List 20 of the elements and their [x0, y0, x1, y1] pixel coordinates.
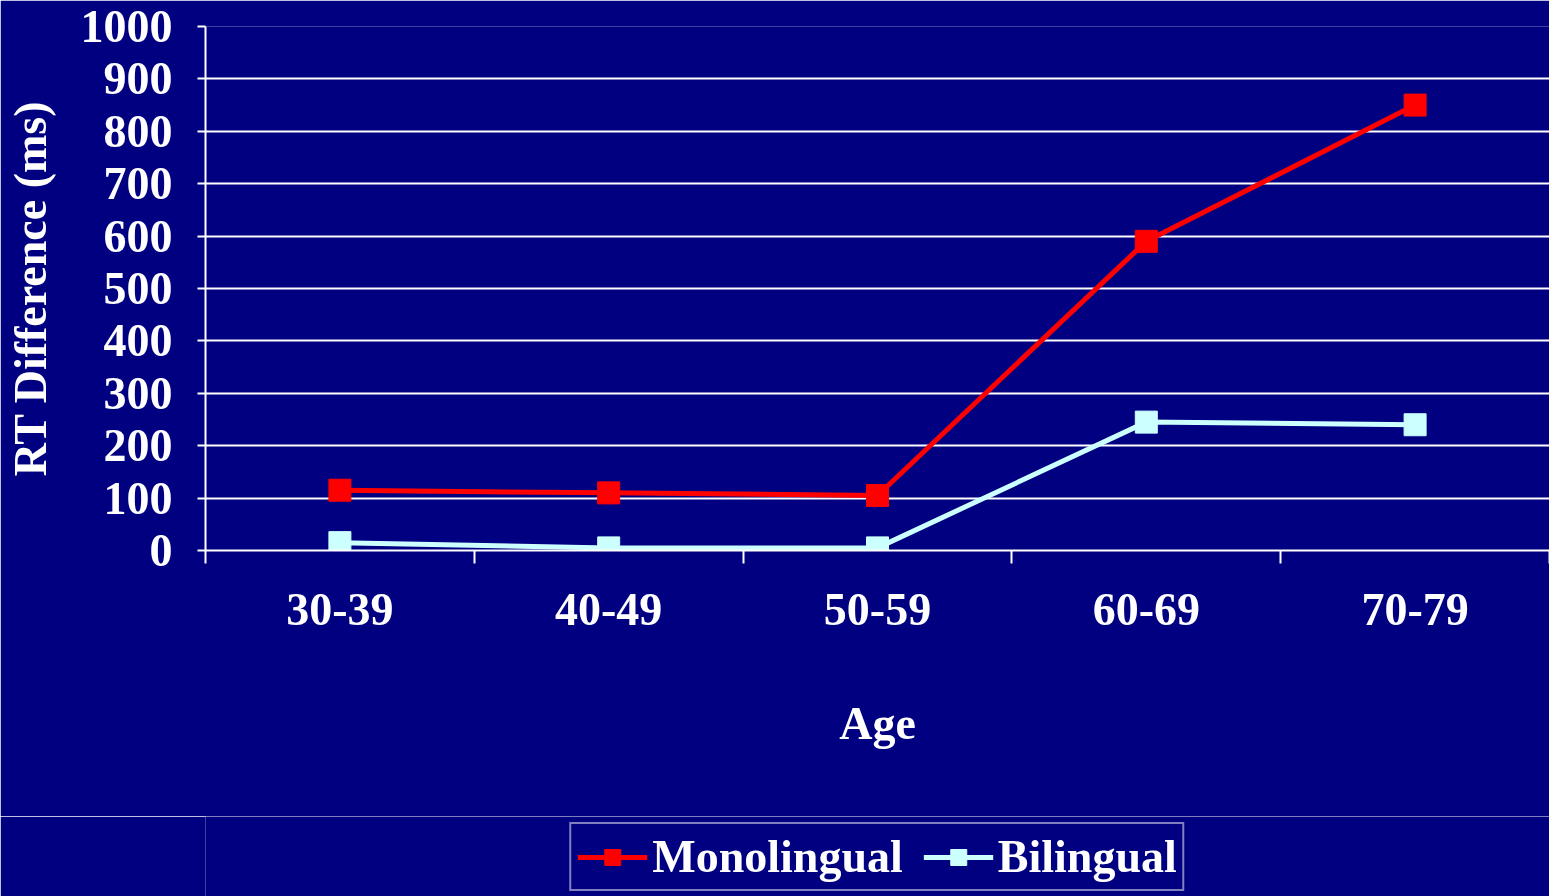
y-tick-label: 900 — [103, 53, 173, 105]
y-tick-label: 100 — [103, 472, 173, 524]
y-tick-label: 300 — [103, 367, 173, 419]
x-tick-label: 40-49 — [555, 583, 663, 635]
legend-label: Monolingual — [652, 830, 903, 883]
x-axis-title: Age — [839, 697, 916, 749]
legend-label: Bilingual — [997, 830, 1177, 883]
y-tick-label: 800 — [103, 105, 173, 157]
y-axis-title: RT Difference (ms) — [4, 101, 56, 477]
y-tick-label: 400 — [103, 315, 173, 367]
y-tick-label: 500 — [103, 263, 173, 314]
x-tick-label: 60-69 — [1092, 583, 1200, 635]
y-tick-label: 200 — [103, 420, 173, 472]
x-tick-label: 70-79 — [1361, 583, 1469, 635]
y-tick-label: 700 — [103, 158, 173, 210]
y-tick-label: 0 — [149, 525, 173, 576]
y-tick-label: 600 — [103, 210, 173, 262]
x-tick-label: 50-59 — [823, 583, 932, 635]
x-tick-label: 30-39 — [286, 583, 394, 635]
y-tick-label: 1000 — [80, 1, 173, 52]
